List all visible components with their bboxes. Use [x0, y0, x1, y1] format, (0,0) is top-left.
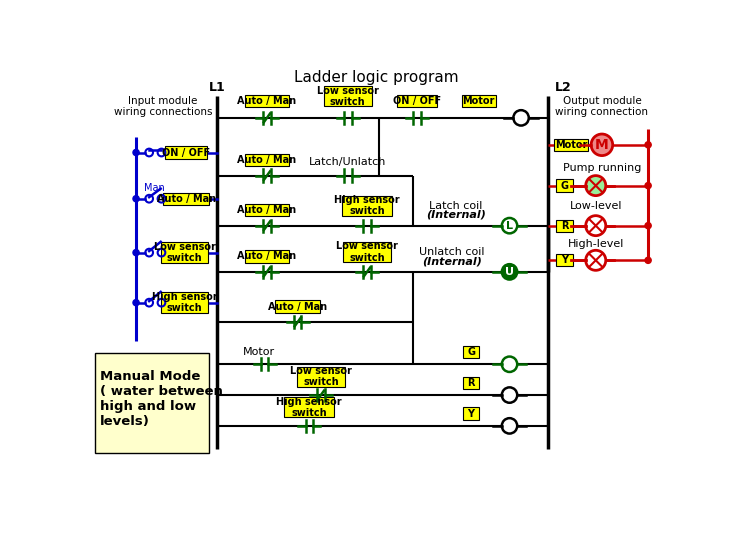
Text: Latch/Unlatch: Latch/Unlatch: [309, 157, 387, 167]
Circle shape: [502, 418, 517, 433]
Text: Low sensor
switch: Low sensor switch: [336, 241, 398, 263]
Circle shape: [133, 149, 139, 156]
Circle shape: [645, 257, 651, 263]
Text: Pump running: Pump running: [563, 163, 641, 173]
FancyBboxPatch shape: [556, 220, 573, 232]
Circle shape: [502, 387, 517, 403]
Text: Motor: Motor: [462, 96, 495, 106]
Circle shape: [645, 223, 651, 229]
Text: Motor: Motor: [555, 140, 587, 150]
Text: ON / OFF: ON / OFF: [162, 148, 210, 158]
Circle shape: [133, 249, 139, 256]
Circle shape: [133, 196, 139, 202]
Circle shape: [586, 216, 606, 236]
Text: (Internal): (Internal): [422, 256, 481, 266]
Text: Latch coil: Latch coil: [429, 200, 482, 211]
Circle shape: [502, 357, 517, 372]
Circle shape: [586, 175, 606, 196]
FancyBboxPatch shape: [245, 154, 290, 166]
FancyBboxPatch shape: [462, 346, 479, 358]
FancyBboxPatch shape: [165, 147, 207, 159]
FancyBboxPatch shape: [297, 367, 345, 386]
Text: Motor: Motor: [243, 347, 276, 357]
FancyBboxPatch shape: [324, 86, 372, 106]
FancyBboxPatch shape: [161, 242, 209, 263]
FancyBboxPatch shape: [462, 95, 495, 107]
FancyBboxPatch shape: [276, 301, 320, 313]
Circle shape: [513, 110, 528, 126]
FancyBboxPatch shape: [554, 139, 588, 151]
Text: R: R: [467, 378, 475, 387]
Text: Manual Mode
( water between
high and low
levels): Manual Mode ( water between high and low…: [100, 370, 223, 428]
Text: Low-level: Low-level: [570, 200, 622, 211]
Text: Y: Y: [562, 255, 568, 265]
Text: Y: Y: [467, 408, 475, 418]
FancyBboxPatch shape: [161, 292, 209, 313]
Circle shape: [645, 142, 651, 148]
Text: R: R: [562, 221, 569, 231]
Text: High sensor
switch: High sensor switch: [151, 292, 218, 313]
Circle shape: [645, 182, 651, 189]
Circle shape: [133, 300, 139, 306]
FancyBboxPatch shape: [163, 192, 209, 205]
FancyBboxPatch shape: [284, 398, 334, 417]
FancyBboxPatch shape: [245, 204, 290, 216]
Circle shape: [591, 134, 613, 156]
Text: ON / OFF: ON / OFF: [393, 96, 441, 106]
Text: L1: L1: [209, 80, 226, 94]
Text: Auto / Man: Auto / Man: [157, 193, 215, 204]
Text: Man: Man: [144, 183, 165, 193]
FancyBboxPatch shape: [342, 196, 392, 216]
FancyBboxPatch shape: [462, 377, 479, 389]
FancyBboxPatch shape: [556, 180, 573, 192]
Text: Auto / Man: Auto / Man: [237, 252, 296, 262]
Text: Auto / Man: Auto / Man: [237, 96, 296, 106]
Text: L2: L2: [555, 80, 572, 94]
Circle shape: [586, 251, 606, 270]
FancyBboxPatch shape: [343, 242, 391, 262]
FancyBboxPatch shape: [245, 251, 290, 263]
Text: Low sensor
switch: Low sensor switch: [317, 85, 379, 107]
Text: Output module
wiring connection: Output module wiring connection: [556, 95, 648, 117]
Circle shape: [502, 218, 517, 233]
Text: M: M: [595, 138, 609, 152]
Text: Low sensor
switch: Low sensor switch: [290, 366, 352, 387]
FancyBboxPatch shape: [462, 407, 479, 419]
Text: G: G: [467, 347, 475, 357]
Text: Low sensor
switch: Low sensor switch: [154, 242, 215, 263]
Text: Ladder logic program: Ladder logic program: [295, 70, 459, 85]
Text: G: G: [561, 181, 569, 191]
Text: Unlatch coil: Unlatch coil: [419, 247, 484, 257]
Text: Auto / Man: Auto / Man: [237, 205, 296, 215]
Text: U: U: [505, 267, 514, 277]
FancyBboxPatch shape: [556, 254, 573, 266]
Text: Auto / Man: Auto / Man: [237, 155, 296, 165]
FancyBboxPatch shape: [96, 353, 209, 453]
Text: (Internal): (Internal): [426, 210, 486, 220]
FancyBboxPatch shape: [245, 95, 290, 107]
Text: Input module
wiring connections: Input module wiring connections: [114, 95, 212, 117]
Text: High sensor
switch: High sensor switch: [334, 195, 400, 216]
FancyBboxPatch shape: [397, 95, 437, 107]
Text: Auto / Man: Auto / Man: [268, 302, 327, 311]
Text: High-level: High-level: [567, 239, 624, 249]
Text: High sensor
switch: High sensor switch: [276, 397, 342, 418]
Circle shape: [502, 264, 517, 280]
Text: L: L: [506, 221, 513, 231]
